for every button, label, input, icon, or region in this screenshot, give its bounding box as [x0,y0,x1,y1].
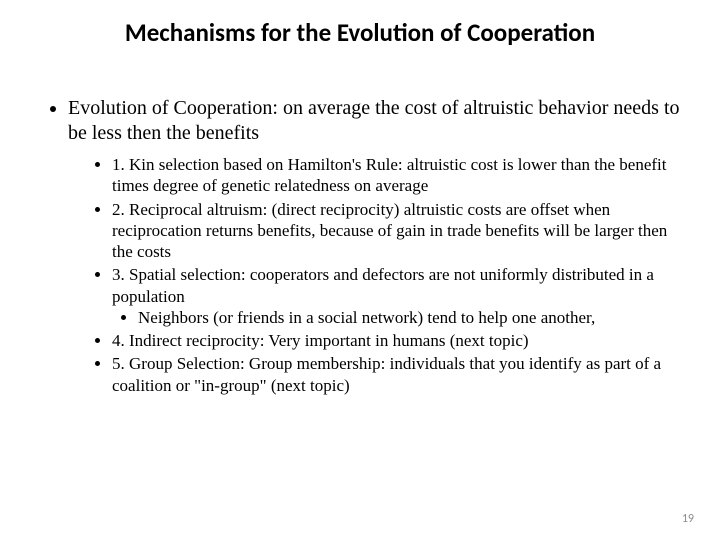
subsub-bullet-item: Neighbors (or friends in a social networ… [138,307,680,328]
sub-bullet-item: 5. Group Selection: Group membership: in… [112,353,680,396]
main-bullet-text: Evolution of Cooperation: on average the… [68,97,680,144]
sub-bullet-item: 2. Reciprocal altruism: (direct reciproc… [112,199,680,263]
sub-bullet-text: 3. Spatial selection: cooperators and de… [112,265,654,305]
sub-bullet-item: 4. Indirect reciprocity: Very important … [112,330,680,351]
slide-title: Mechanisms for the Evolution of Cooperat… [40,18,680,48]
subsub-bullet-list: Neighbors (or friends in a social networ… [112,307,680,328]
main-bullet-item: Evolution of Cooperation: on average the… [68,96,680,396]
sub-bullet-list: 1. Kin selection based on Hamilton's Rul… [68,154,680,396]
main-bullet-list: Evolution of Cooperation: on average the… [40,96,680,396]
page-number: 19 [682,512,694,526]
sub-bullet-item: 1. Kin selection based on Hamilton's Rul… [112,154,680,197]
sub-bullet-item: 3. Spatial selection: cooperators and de… [112,264,680,328]
